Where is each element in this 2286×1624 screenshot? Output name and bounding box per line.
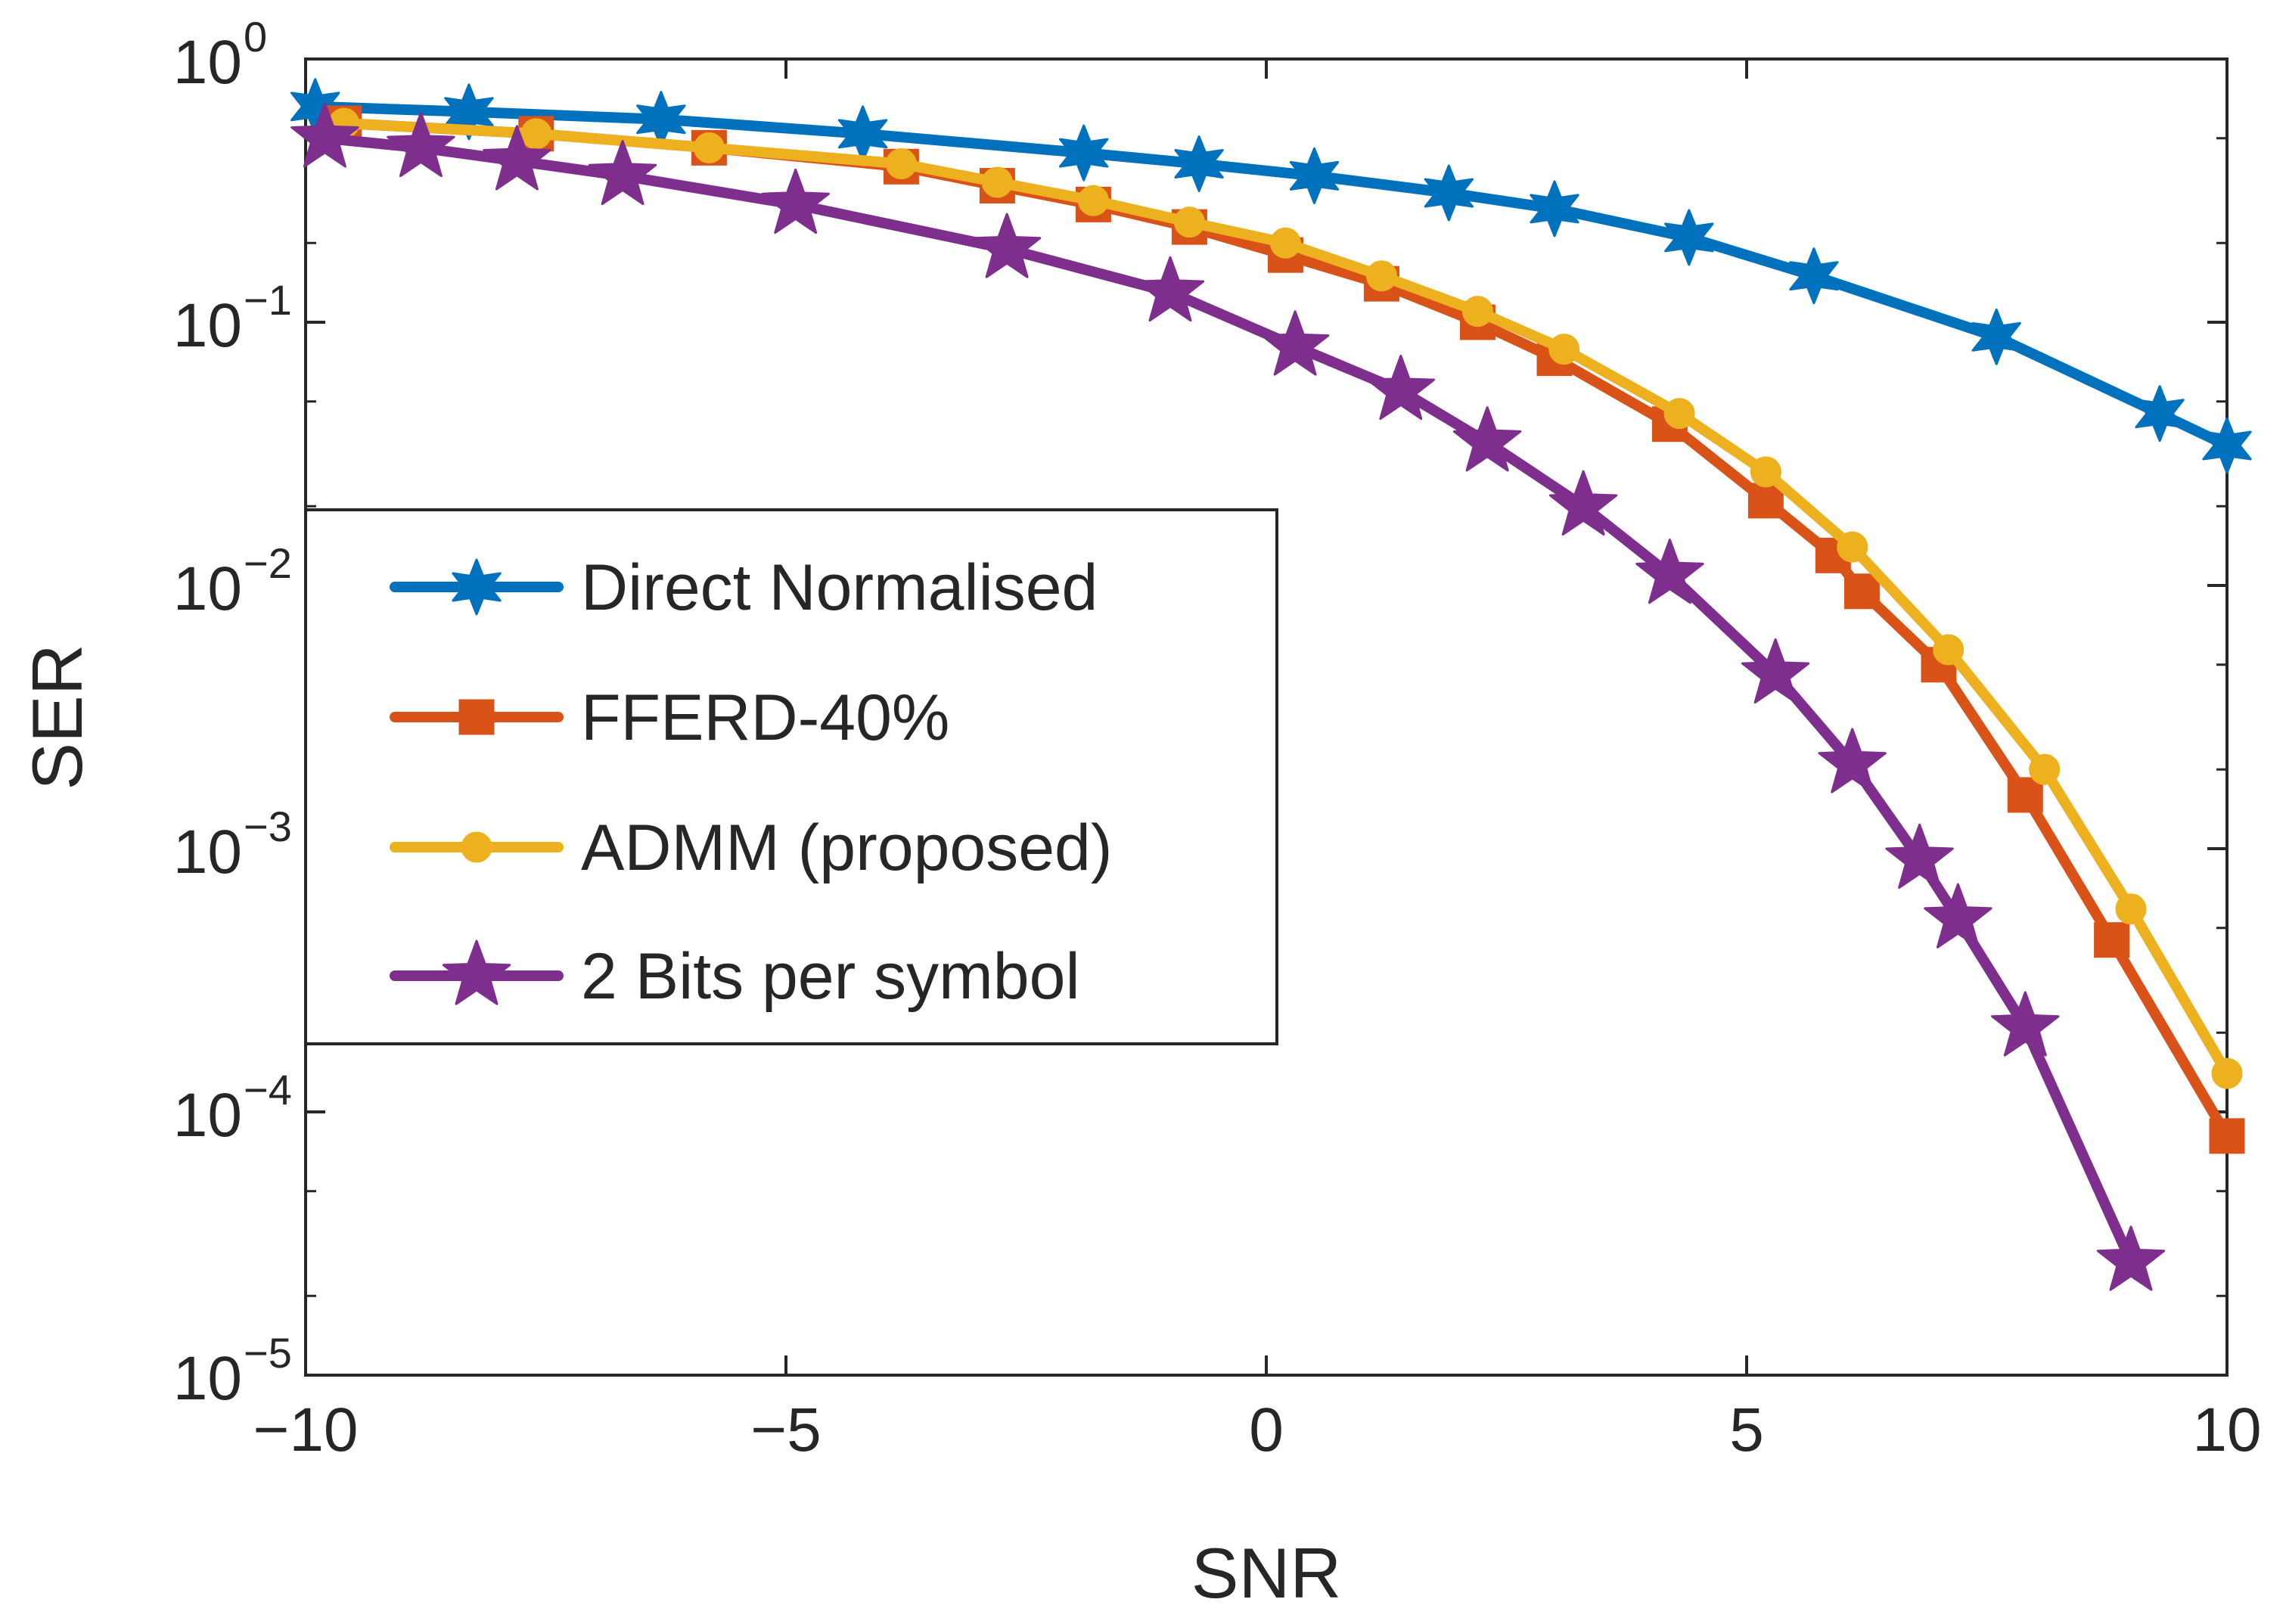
x-tick-label: 5 (1729, 1396, 1764, 1464)
legend-label: FFERD-40% (581, 682, 949, 754)
data-point (483, 125, 551, 191)
y-tick-label-exponent: −5 (244, 1329, 292, 1377)
data-point (1750, 456, 1781, 488)
data-point (2094, 922, 2130, 958)
data-point (1789, 247, 1839, 305)
data-point (981, 166, 1013, 198)
data-point (1741, 638, 1810, 704)
legend-entry: ADMM (proposed) (390, 812, 1113, 884)
legend-label: Direct Normalised (581, 551, 1098, 624)
data-point (1461, 296, 1493, 328)
data-point (1366, 354, 1435, 421)
legend-entry: 2 Bits per symbol (390, 939, 1080, 1013)
x-tick-labels: −10 −5 0 5 10 (253, 1396, 2261, 1464)
data-point (2211, 1057, 2243, 1089)
legend-entry: FFERD-40% (390, 682, 949, 754)
x-tick-label: 10 (2192, 1396, 2261, 1464)
data-point (1635, 539, 1704, 604)
data-point (2202, 417, 2252, 474)
legend-marker (442, 939, 511, 1005)
y-tick-label-exponent: −1 (244, 276, 292, 324)
series-2-bits-per-symbol (290, 102, 2166, 1291)
data-point (2007, 777, 2043, 813)
y-tick-label-exponent: 0 (244, 13, 267, 61)
y-tick-label: 10 −1 (173, 276, 292, 360)
data-point (2096, 1225, 2166, 1291)
legend-entry: Direct Normalised (390, 551, 1098, 624)
x-axis-label: SNR (1191, 1533, 1341, 1613)
data-point (1933, 634, 1965, 666)
data-point (1663, 398, 1695, 430)
series-line (338, 118, 2232, 1079)
x-tick-label: 0 (1249, 1396, 1284, 1464)
axis-ticks (304, 57, 2229, 1377)
data-point (1452, 406, 1522, 472)
data-point (1424, 164, 1474, 222)
data-point (1818, 728, 1887, 793)
data-point (1991, 991, 2060, 1057)
data-point (1269, 227, 1301, 259)
y-tick-label-base: 10 (173, 554, 242, 623)
data-point (1077, 185, 1109, 216)
data-point (1971, 308, 2021, 365)
data-point (2115, 893, 2147, 925)
data-point (444, 83, 494, 141)
data-point (1289, 147, 1340, 204)
data-point (1173, 206, 1205, 238)
data-point (588, 139, 657, 206)
data-point (1837, 531, 1868, 563)
data-point (1924, 883, 1992, 949)
legend-marker (452, 558, 502, 616)
data-point (1664, 209, 1714, 266)
data-point (290, 102, 359, 168)
data-point (693, 132, 725, 163)
y-tick-label-base: 10 (173, 28, 242, 97)
legend-marker (458, 699, 495, 735)
legend-label: 2 Bits per symbol (581, 940, 1080, 1013)
data-point (387, 111, 455, 178)
data-point (1548, 334, 1580, 365)
y-tick-label-exponent: −2 (244, 539, 292, 587)
series-layer (290, 78, 2252, 1291)
data-point (1885, 823, 1954, 889)
data-point (1365, 260, 1397, 292)
data-point (1260, 310, 1330, 376)
y-tick-label: 10 −2 (173, 539, 292, 623)
data-point (885, 147, 917, 179)
data-point (2209, 1118, 2245, 1154)
x-tick-label: −5 (750, 1396, 822, 1464)
legend-label: ADMM (proposed) (581, 812, 1113, 884)
y-tick-label-exponent: −4 (244, 1066, 292, 1113)
series-direct-normalised (290, 78, 2252, 474)
y-tick-label: 10 −4 (173, 1066, 292, 1150)
data-point (1530, 180, 1579, 238)
x-tick-label: −10 (253, 1396, 358, 1464)
y-tick-label: 10 0 (173, 13, 267, 97)
y-tick-label-exponent: −3 (244, 803, 292, 850)
data-point (1843, 573, 1880, 610)
series-admm-proposed (328, 107, 2243, 1089)
y-tick-label-base: 10 (173, 291, 242, 360)
y-tick-label: 10 −5 (173, 1329, 292, 1413)
data-point (2135, 385, 2185, 442)
data-point (1548, 470, 1618, 536)
data-point (761, 168, 830, 234)
data-point (972, 213, 1042, 278)
y-tick-label-base: 10 (173, 818, 242, 887)
series-line (309, 101, 2232, 451)
data-point (1174, 135, 1224, 192)
y-axis-label: SER (17, 644, 97, 790)
y-tick-label: 10 −3 (173, 803, 292, 887)
data-point (1059, 124, 1109, 182)
data-point (520, 118, 552, 150)
y-tick-label-base: 10 (173, 1344, 242, 1413)
data-point (2029, 753, 2061, 785)
data-point (1135, 256, 1205, 322)
legend: Direct Normalised FFERD-40% ADMM (proposed… (304, 508, 1278, 1045)
legend-marker (461, 831, 492, 863)
y-tick-label-base: 10 (173, 1081, 242, 1150)
